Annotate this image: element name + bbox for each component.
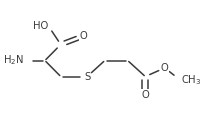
Text: O: O	[141, 90, 148, 100]
Text: O: O	[160, 63, 168, 73]
Text: CH$_3$: CH$_3$	[180, 73, 200, 87]
Text: O: O	[79, 31, 87, 41]
Text: S: S	[84, 72, 90, 82]
Text: HO: HO	[33, 21, 48, 31]
Text: H$_2$N: H$_2$N	[3, 54, 24, 67]
